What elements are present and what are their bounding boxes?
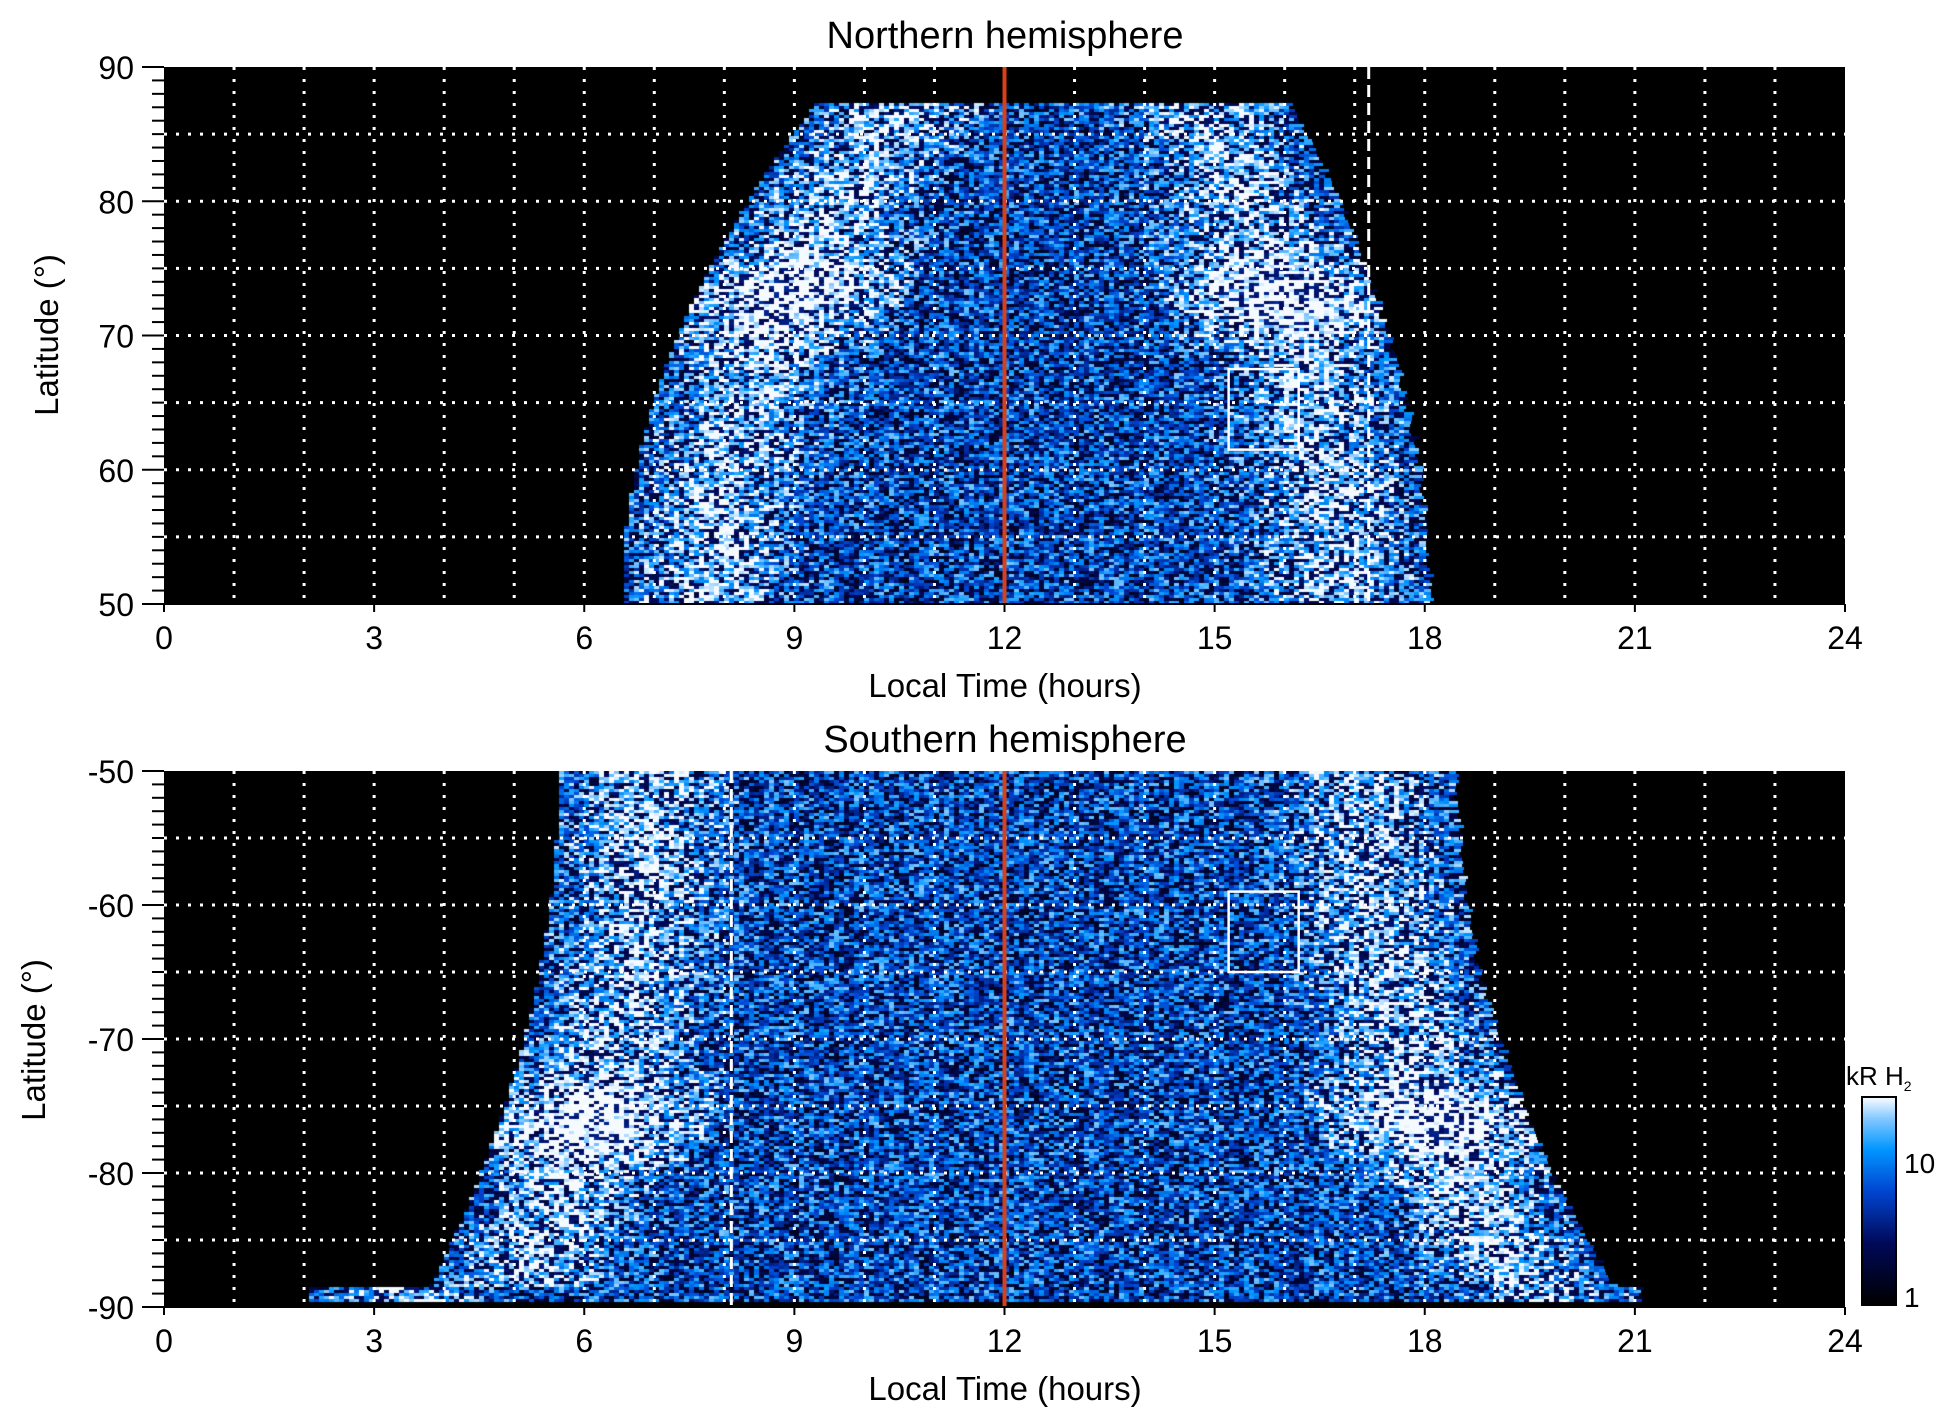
south-xlabel: Local Time (hours)	[868, 1370, 1141, 1407]
y-tick-label: 90	[98, 50, 134, 86]
north-title: Northern hemisphere	[827, 15, 1184, 57]
north-panel: Northern hemisphere Local Time (hours) L…	[28, 15, 1863, 704]
x-tick-label: 0	[155, 620, 173, 656]
south-title: Southern hemisphere	[823, 719, 1186, 761]
x-tick-label: 18	[1407, 1323, 1443, 1359]
x-tick-label: 6	[575, 620, 593, 656]
x-tick-label: 15	[1197, 620, 1233, 656]
y-tick-label: 60	[98, 453, 134, 489]
region-box	[1227, 890, 1300, 974]
x-tick-label: 9	[785, 1323, 803, 1359]
colorbar-label: kR H2	[1846, 1061, 1912, 1094]
y-tick-label: -70	[88, 1022, 134, 1058]
y-tick-label: 80	[98, 184, 134, 220]
x-tick-label: 18	[1407, 620, 1443, 656]
x-tick-label: 21	[1617, 1323, 1653, 1359]
x-tick-label: 6	[575, 1323, 593, 1359]
x-tick-label: 21	[1617, 620, 1653, 656]
south-ylabel: Latitude (°)	[15, 959, 52, 1121]
y-tick-label: -60	[88, 888, 134, 924]
y-tick-label: -90	[88, 1290, 134, 1326]
north-ylabel: Latitude (°)	[28, 254, 65, 416]
y-tick-label: -80	[88, 1156, 134, 1192]
colorbar-tick-10: 10	[1904, 1148, 1935, 1179]
region-box	[1227, 367, 1300, 451]
x-tick-label: 12	[987, 1323, 1023, 1359]
x-tick-label: 3	[365, 1323, 383, 1359]
colorbar-tick-1: 1	[1904, 1282, 1920, 1313]
x-tick-label: 3	[365, 620, 383, 656]
x-tick-label: 15	[1197, 1323, 1233, 1359]
y-tick-label: 50	[98, 587, 134, 623]
x-tick-label: 24	[1827, 620, 1863, 656]
colorbar-labels: kR H2 10 1	[1846, 1061, 1935, 1313]
x-tick-label: 9	[785, 620, 803, 656]
colorbar	[1861, 1096, 1897, 1306]
x-tick-label: 0	[155, 1323, 173, 1359]
y-tick-label: 70	[98, 319, 134, 355]
x-tick-label: 12	[987, 620, 1023, 656]
y-tick-label: -50	[88, 754, 134, 790]
x-tick-label: 24	[1827, 1323, 1863, 1359]
south-panel: Southern hemisphere Local Time (hours) L…	[15, 719, 1863, 1407]
north-xlabel: Local Time (hours)	[868, 667, 1141, 704]
